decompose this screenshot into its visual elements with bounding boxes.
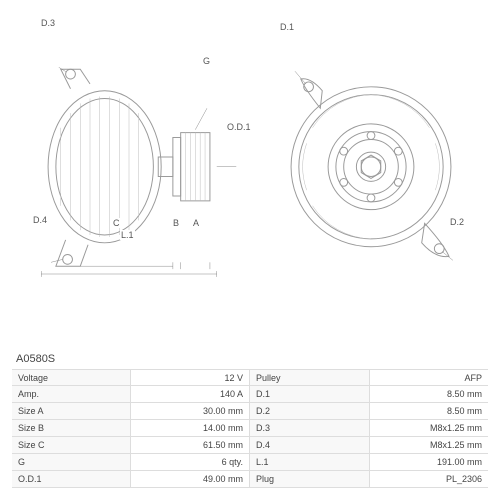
label-l1: L.1 [120, 230, 135, 240]
spec-row: G6 qty. [12, 454, 250, 471]
spec-value: 49.00 mm [131, 471, 250, 487]
spec-row: D.3M8x1.25 mm [250, 420, 488, 437]
spec-value: 8.50 mm [370, 403, 489, 419]
spec-label: D.3 [250, 420, 370, 436]
spec-row: Size B14.00 mm [12, 420, 250, 437]
spec-row: O.D.149.00 mm [12, 471, 250, 488]
spec-label: D.1 [250, 386, 370, 402]
spec-label: L.1 [250, 454, 370, 470]
spec-label: O.D.1 [12, 471, 131, 487]
spec-value: 191.00 mm [370, 454, 489, 470]
spec-value: 12 V [131, 370, 250, 385]
spec-row: Amp.140 A [12, 386, 250, 403]
spec-label: Size C [12, 437, 131, 453]
spec-row: D.4M8x1.25 mm [250, 437, 488, 454]
spec-value: M8x1.25 mm [370, 437, 489, 453]
spec-value: 30.00 mm [131, 403, 250, 419]
spec-row: L.1191.00 mm [250, 454, 488, 471]
spec-col-right: PulleyAFPD.18.50 mmD.28.50 mmD.3M8x1.25 … [250, 369, 488, 488]
spec-label: Size A [12, 403, 131, 419]
spec-value: 8.50 mm [370, 386, 489, 402]
part-number: A0580S [16, 353, 488, 365]
label-a: A [192, 218, 200, 228]
spec-value: M8x1.25 mm [370, 420, 489, 436]
spec-label: Pulley [250, 370, 370, 385]
label-b: B [172, 218, 180, 228]
label-d2: D.2 [449, 217, 465, 227]
spec-label: G [12, 454, 131, 470]
spec-row: D.28.50 mm [250, 403, 488, 420]
spec-value: 61.50 mm [131, 437, 250, 453]
label-d4: D.4 [32, 215, 48, 225]
spec-value: 14.00 mm [131, 420, 250, 436]
spec-value: PL_2306 [370, 471, 489, 487]
spec-row: PulleyAFP [250, 369, 488, 386]
spec-col-left: Voltage12 VAmp.140 ASize A30.00 mmSize B… [12, 369, 250, 488]
spec-label: Size B [12, 420, 131, 436]
spec-row: D.18.50 mm [250, 386, 488, 403]
spec-label: D.4 [250, 437, 370, 453]
spec-value: AFP [370, 370, 489, 385]
label-c: C [112, 218, 121, 228]
spec-label: Voltage [12, 370, 131, 385]
spec-label: D.2 [250, 403, 370, 419]
front-view-diagram: D.1 D.2 [254, 12, 488, 341]
diagram-area: D.3 D.4 G O.D.1 C B A L.1 [12, 12, 488, 341]
side-view-diagram: D.3 D.4 G O.D.1 C B A L.1 [12, 12, 246, 341]
spec-row: Size C61.50 mm [12, 437, 250, 454]
spec-label: Amp. [12, 386, 131, 402]
label-d3: D.3 [40, 18, 56, 28]
label-od1: O.D.1 [226, 122, 252, 132]
spec-value: 140 A [131, 386, 250, 402]
spec-label: Plug [250, 471, 370, 487]
label-d1: D.1 [279, 22, 295, 32]
spec-table: Voltage12 VAmp.140 ASize A30.00 mmSize B… [12, 369, 488, 488]
spec-value: 6 qty. [131, 454, 250, 470]
spec-row: PlugPL_2306 [250, 471, 488, 488]
label-g: G [202, 56, 211, 66]
spec-row: Voltage12 V [12, 369, 250, 386]
spec-row: Size A30.00 mm [12, 403, 250, 420]
